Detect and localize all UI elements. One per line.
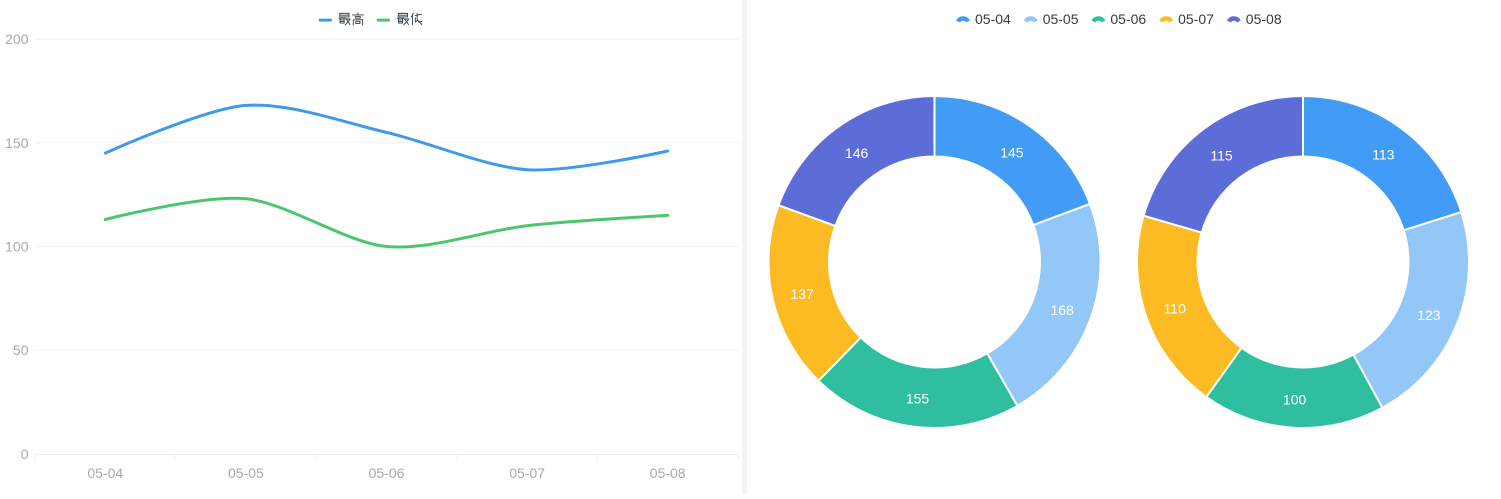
svg-text:100: 100 (5, 239, 29, 255)
svg-text:05-05: 05-05 (228, 465, 264, 481)
svg-text:150: 150 (5, 135, 29, 151)
svg-text:50: 50 (13, 342, 29, 358)
svg-text:115: 115 (1210, 147, 1233, 163)
svg-text:113: 113 (1372, 147, 1395, 163)
svg-text:05-07: 05-07 (509, 465, 545, 481)
svg-text:05-08: 05-08 (1246, 11, 1282, 27)
svg-text:05-06: 05-06 (1110, 11, 1146, 27)
svg-text:05-08: 05-08 (650, 465, 686, 481)
svg-text:155: 155 (906, 391, 930, 407)
svg-text:123: 123 (1417, 307, 1441, 323)
svg-text:0: 0 (21, 446, 29, 462)
svg-text:05-06: 05-06 (369, 465, 405, 481)
svg-text:110: 110 (1164, 300, 1187, 316)
svg-text:100: 100 (1283, 392, 1307, 408)
svg-text:05-04: 05-04 (87, 465, 123, 481)
svg-text:146: 146 (845, 145, 869, 161)
svg-text:145: 145 (1000, 145, 1024, 161)
svg-text:168: 168 (1051, 302, 1075, 318)
svg-text:200: 200 (5, 31, 29, 47)
svg-text:05-04: 05-04 (975, 11, 1011, 27)
svg-text:137: 137 (790, 286, 814, 302)
svg-text:05-07: 05-07 (1178, 11, 1214, 27)
svg-text:05-05: 05-05 (1043, 11, 1079, 27)
